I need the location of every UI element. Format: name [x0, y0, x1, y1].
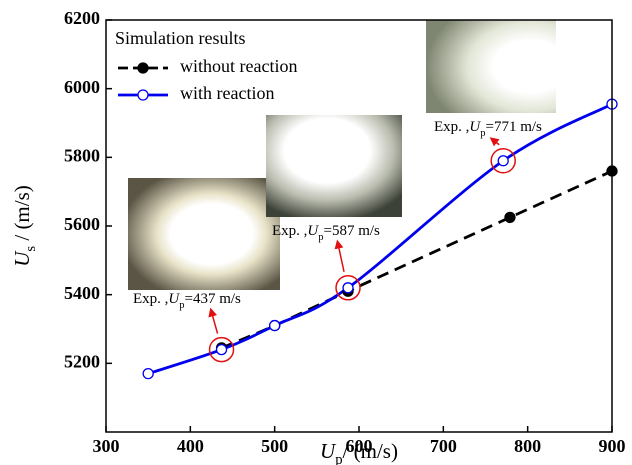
x-tick-label: 600 — [346, 436, 373, 456]
photo — [128, 178, 280, 290]
y-tick-label: 5200 — [64, 351, 100, 371]
y-axis-label-part: / (m/s) — [10, 185, 34, 246]
data-point — [504, 211, 516, 224]
y-tick-label: 5800 — [64, 145, 100, 165]
annotation-arrow — [489, 137, 500, 147]
x-tick-label: 700 — [430, 436, 457, 456]
annotation-part: U — [469, 119, 481, 135]
annotation-arrow — [334, 239, 345, 272]
annotation: Exp. ,Up=771 m/s — [434, 119, 542, 138]
annotation-part: =587 m/s — [324, 223, 381, 239]
legend-label: without reaction — [180, 56, 297, 76]
annotation-part: U — [168, 291, 180, 307]
x-axis-label-part: / (m/s) — [343, 439, 398, 463]
annotation-part: p — [179, 300, 184, 311]
x-tick-label: 500 — [261, 436, 288, 456]
annotation-arrow — [208, 307, 219, 334]
data-point — [342, 282, 354, 294]
annotation-part: Exp. , — [272, 223, 307, 239]
legend-marker — [137, 89, 149, 101]
x-axis-label-part: p — [335, 452, 342, 465]
y-tick-label: 6000 — [64, 77, 100, 97]
annotation: Exp. ,Up=437 m/s — [133, 291, 241, 310]
annotation-part: =771 m/s — [486, 119, 543, 135]
data-point — [497, 155, 509, 167]
data-point — [215, 343, 228, 356]
legend-label: with reaction — [180, 83, 274, 103]
annotation-part: U — [307, 223, 319, 239]
x-tick-label: 800 — [514, 436, 541, 456]
x-tick-label: 400 — [177, 436, 204, 456]
legend-title: Simulation results — [115, 28, 246, 48]
x-axis-label: Up/ (m/s) — [320, 439, 398, 465]
annotation-part: p — [318, 232, 323, 243]
y-tick-label: 5400 — [64, 283, 100, 303]
annotation-part: Exp. , — [133, 291, 168, 307]
annotation-part: =437 m/s — [185, 291, 242, 307]
photo — [266, 115, 402, 217]
x-tick-label: 300 — [93, 436, 120, 456]
highlight-circle — [208, 336, 235, 363]
y-tick-label: 6200 — [64, 8, 100, 28]
y-axis-label-part: s — [23, 246, 39, 252]
legend-marker — [137, 62, 149, 74]
highlight-circle — [335, 275, 361, 301]
y-axis-label: Us / (m/s) — [10, 185, 40, 267]
data-point — [269, 319, 281, 332]
data-point — [142, 367, 154, 380]
annotation-part: Exp. , — [434, 119, 469, 135]
highlight-circle — [490, 148, 516, 174]
annotation-part: p — [480, 128, 485, 139]
y-axis-label-part: U — [10, 250, 34, 267]
y-tick-label: 5600 — [64, 214, 100, 234]
x-axis-label-part: U — [320, 439, 337, 463]
photo — [426, 20, 556, 113]
plot-area — [142, 98, 618, 380]
annotation: Exp. ,Up=587 m/s — [272, 223, 380, 242]
x-tick-label: 900 — [599, 436, 626, 456]
